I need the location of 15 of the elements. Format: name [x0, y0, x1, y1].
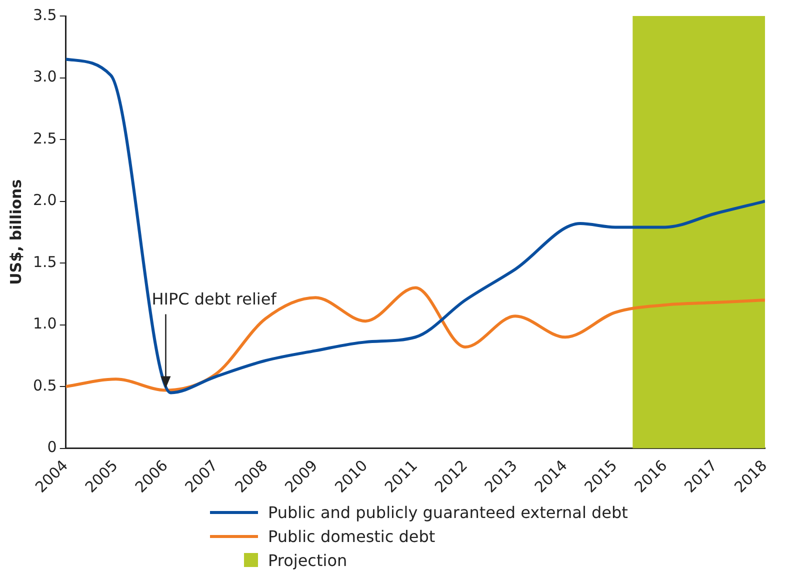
y-tick-label: 1.5 [32, 252, 57, 271]
y-tick-label: 3.5 [32, 6, 57, 24]
legend-label: Projection [268, 550, 348, 570]
line-series [66, 286, 765, 392]
y-axis-title: US$, billions [6, 179, 25, 285]
legend-label: Public and publicly guaranteed external debt [268, 502, 628, 522]
y-tick-label: 0.5 [32, 376, 57, 394]
line-series [66, 58, 765, 394]
legend-label: Public domestic debt [268, 526, 436, 546]
y-tick-label: 3.0 [32, 68, 57, 86]
annotation: HIPC debt relief [152, 289, 277, 308]
y-tick-label: 1.0 [32, 314, 57, 333]
y-tick-label: 2.0 [32, 191, 57, 210]
y-tick-label: 0 [47, 438, 57, 456]
y-tick-label: 2.5 [32, 129, 57, 148]
